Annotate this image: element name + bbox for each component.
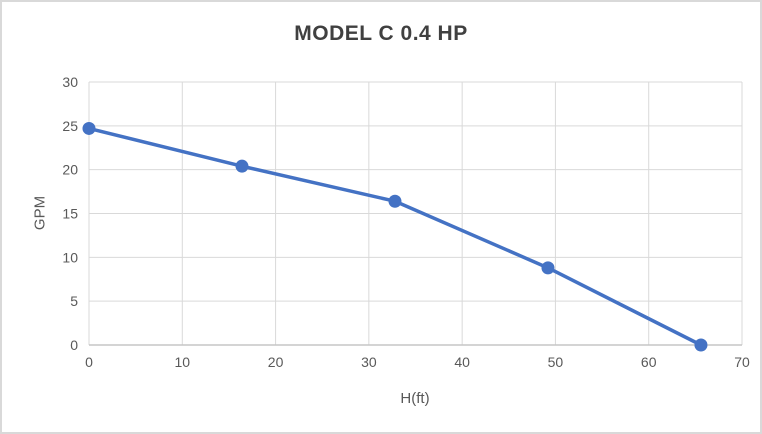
x-tick-label: 70	[734, 354, 750, 370]
y-tick-label: 25	[62, 118, 78, 134]
y-tick-label: 20	[62, 162, 78, 178]
x-tick-label: 40	[454, 354, 470, 370]
data-point-marker	[541, 261, 555, 275]
x-tick-label: 20	[268, 354, 284, 370]
y-tick-label: 10	[62, 249, 78, 265]
x-axis-title: H(ft)	[400, 390, 430, 407]
chart-title: MODEL C 0.4 HP	[294, 22, 468, 45]
y-tick-label: 0	[70, 337, 78, 353]
x-tick-label: 10	[174, 354, 190, 370]
y-tick-label: 30	[62, 74, 78, 90]
y-tick-label: 15	[62, 206, 78, 222]
series-line	[87, 126, 703, 347]
x-tick-label: 60	[641, 354, 657, 370]
data-point-marker	[82, 121, 96, 135]
x-tick-label: 0	[85, 354, 93, 370]
x-tick-label: 30	[361, 354, 377, 370]
y-tick-label: 5	[70, 293, 78, 309]
x-tick-label: 50	[548, 354, 564, 370]
data-point-marker	[235, 159, 249, 173]
y-axis-title: GPM	[31, 195, 49, 231]
data-point-marker	[694, 338, 708, 352]
data-point-marker	[388, 194, 402, 208]
